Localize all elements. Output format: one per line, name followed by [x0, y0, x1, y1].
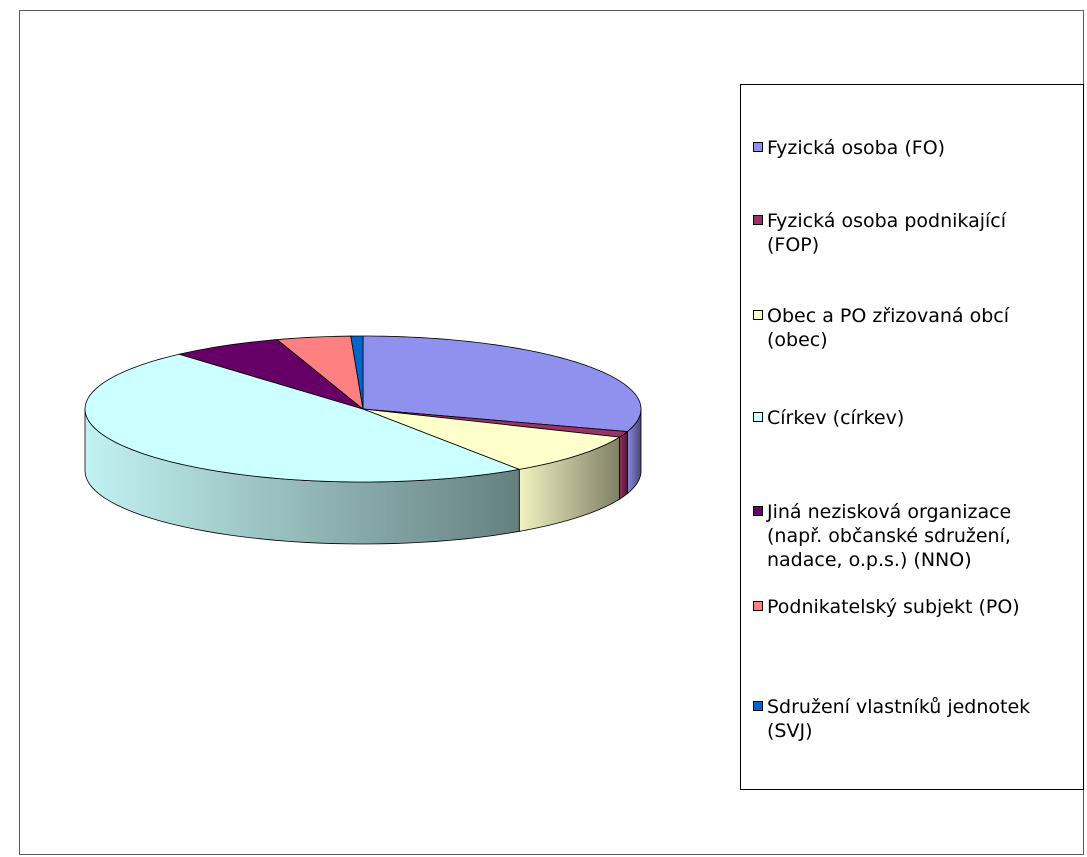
- legend-swatch-svj: [753, 701, 763, 711]
- legend-swatch-po: [753, 601, 763, 611]
- legend-label-cirkev: Církev (církev): [767, 407, 905, 429]
- legend-swatch-fop: [753, 215, 763, 225]
- legend-label-fo: Fyzická osoba (FO): [767, 137, 946, 159]
- legend-item-cirkev: Církev (církev): [753, 406, 1083, 430]
- pie-slice-svj: [350, 335, 364, 410]
- legend-swatch-cirkev: [753, 412, 763, 422]
- legend-item-nno: Jiná nezisková organizace (např. občansk…: [753, 500, 1083, 572]
- legend-label-po: Podnikatelský subjekt (PO): [767, 596, 1020, 618]
- legend-swatch-nno: [753, 506, 763, 516]
- legend-item-po: Podnikatelský subjekt (PO): [753, 595, 1083, 619]
- legend-item-fop: Fyzická osoba podnikající (FOP): [753, 209, 1083, 257]
- legend-item-fo: Fyzická osoba (FO): [753, 136, 1083, 160]
- legend-label-svj: Sdružení vlastníků jednotek (SVJ): [767, 696, 1031, 742]
- pie-slice-fo: [362, 335, 642, 432]
- legend-item-obec: Obec a PO zřizovaná obcí (obec): [753, 304, 1083, 352]
- chart-legend: Fyzická osoba (FO) Fyzická osoba podnika…: [740, 84, 1084, 790]
- legend-item-svj: Sdružení vlastníků jednotek (SVJ): [753, 695, 1083, 743]
- pie-slice-obec: [362, 408, 621, 470]
- pie-slice-cirkev: [84, 353, 521, 483]
- legend-label-fop: Fyzická osoba podnikající (FOP): [767, 210, 1007, 256]
- legend-swatch-obec: [753, 310, 763, 320]
- legend-swatch-fo: [753, 142, 763, 152]
- legend-label-obec: Obec a PO zřizovaná obcí (obec): [767, 305, 1010, 351]
- pie-side-fop: [619, 430, 628, 500]
- pie-slice-po: [276, 335, 364, 410]
- pie-slice-nno: [177, 339, 364, 410]
- legend-label-nno: Jiná nezisková organizace (např. občansk…: [767, 501, 1012, 571]
